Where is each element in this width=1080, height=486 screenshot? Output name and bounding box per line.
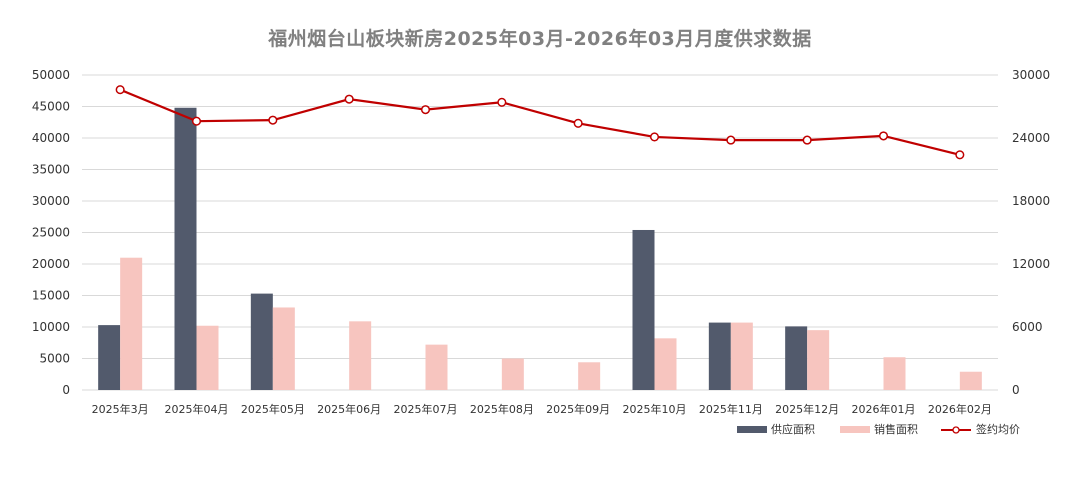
x-axis-tick-label: 2025年10月 <box>623 402 687 416</box>
x-axis-tick-label: 2026年01月 <box>852 402 916 416</box>
bar-supply <box>708 322 731 390</box>
legend-label-sales: 销售面积 <box>874 422 918 436</box>
left-axis-tick-label: 10000 <box>32 320 70 334</box>
x-axis-tick-label: 2026年02月 <box>928 402 992 416</box>
bar-sales <box>425 344 448 390</box>
legend-swatch-sales <box>840 426 870 433</box>
bar-sales <box>807 330 830 390</box>
bar-sales <box>349 321 372 390</box>
line-point-price <box>649 132 660 142</box>
bar-sales <box>120 257 143 390</box>
line-point-price <box>726 135 736 145</box>
x-axis-tick-label: 2025年06月 <box>317 402 381 416</box>
left-axis-tick-label: 20000 <box>32 257 70 271</box>
legend-swatch-supply <box>737 426 767 433</box>
line-point-price <box>802 135 812 145</box>
line-point-price <box>344 94 354 104</box>
chart-title: 福州烟台山板块新房2025年03月-2026年03月月度供求数据 <box>268 28 812 50</box>
left-axis-tick-label: 50000 <box>32 68 70 82</box>
bar-supply <box>174 107 197 390</box>
right-axis-tick-label: 0 <box>1012 383 1020 397</box>
line-point-price <box>497 97 507 107</box>
bar-supply <box>632 229 655 390</box>
left-axis-tick-label: 45000 <box>32 100 70 114</box>
right-axis-tick-label: 18000 <box>1012 194 1050 208</box>
bar-sales <box>730 322 753 390</box>
x-axis-tick-label: 2025年11月 <box>699 402 763 416</box>
x-axis-tick-label: 2025年09月 <box>546 402 610 416</box>
x-axis-tick-label: 2025年07月 <box>394 402 458 416</box>
x-axis-tick-label: 2025年04月 <box>165 402 229 416</box>
right-axis-tick-label: 6000 <box>1012 320 1043 334</box>
left-axis-tick-label: 25000 <box>32 226 70 240</box>
bar-supply <box>785 326 808 390</box>
x-axis-tick-label: 2025年05月 <box>241 402 305 416</box>
left-axis-tick-label: 40000 <box>32 131 70 145</box>
right-axis-tick-label: 12000 <box>1012 257 1050 271</box>
left-axis-tick-label: 5000 <box>39 352 70 366</box>
line-point-price <box>878 131 889 141</box>
line-point-price <box>115 85 125 95</box>
x-axis-tick-label: 2025年08月 <box>470 402 534 416</box>
line-point-price <box>573 118 583 128</box>
left-axis-tick-label: 15000 <box>32 289 70 303</box>
line-point-price <box>268 115 278 125</box>
line-point-price <box>191 116 202 126</box>
legend-label-supply: 供应面积 <box>771 422 815 436</box>
legend-swatch-price-marker <box>952 426 960 434</box>
legend-label-price: 签约均价 <box>976 422 1020 436</box>
line-point-price <box>420 105 431 115</box>
x-axis-tick-label: 2025年3月 <box>92 402 149 416</box>
left-axis-tick-label: 30000 <box>32 194 70 208</box>
left-axis-tick-label: 0 <box>62 383 70 397</box>
right-axis-tick-label: 24000 <box>1012 131 1050 145</box>
bar-sales <box>654 338 677 390</box>
right-axis-tick-label: 30000 <box>1012 68 1050 82</box>
x-axis-tick-label: 2025年12月 <box>775 402 839 416</box>
bar-supply <box>250 293 273 390</box>
bar-sales <box>272 307 295 390</box>
bar-sales <box>578 362 601 390</box>
bar-sales <box>883 357 906 390</box>
left-axis-tick-label: 35000 <box>32 163 70 177</box>
bar-sales <box>196 325 219 390</box>
bar-sales <box>501 358 524 390</box>
bar-supply <box>98 325 121 390</box>
series-line-price <box>119 88 961 156</box>
bar-sales <box>959 371 982 390</box>
line-point-price <box>955 150 965 160</box>
